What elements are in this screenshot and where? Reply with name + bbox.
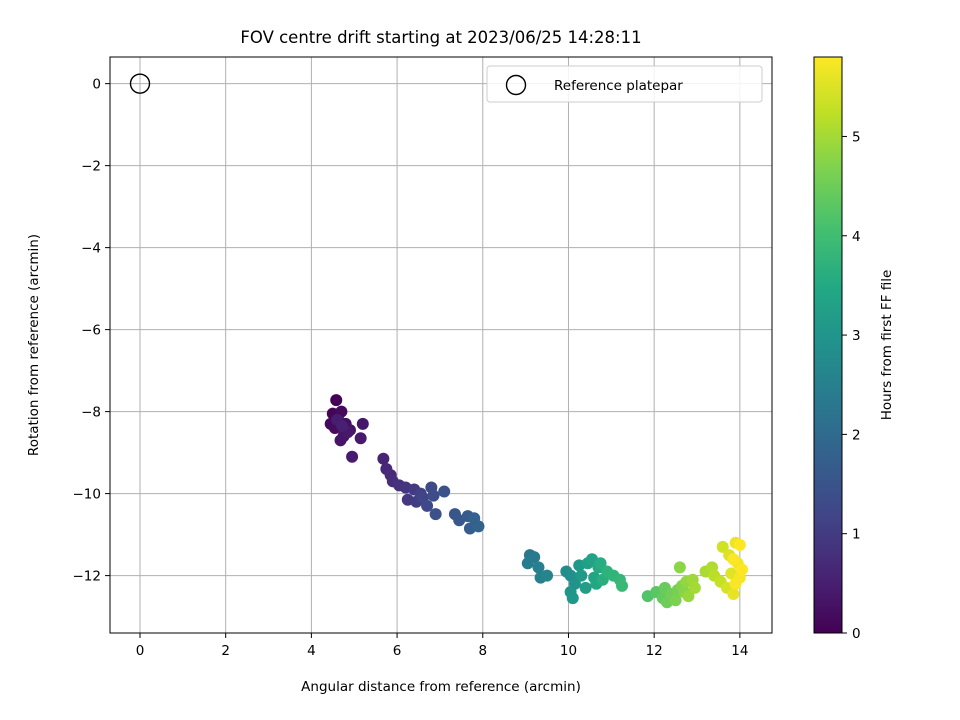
- data-point: [733, 538, 746, 551]
- data-point: [566, 592, 579, 605]
- data-point: [727, 588, 740, 601]
- data-point: [673, 561, 686, 574]
- x-axis-ticks: 0 2 4 6 8 10 12 14: [136, 633, 748, 659]
- data-point: [729, 577, 742, 590]
- y-tick-label: 0: [92, 77, 101, 93]
- x-tick-label: 4: [307, 643, 316, 659]
- data-point: [334, 434, 347, 447]
- colorbar-ticks: 0 1 2 3 4 5: [842, 129, 861, 642]
- data-point: [594, 557, 607, 570]
- reference-marker: [129, 73, 151, 94]
- y-tick-label: −12: [73, 569, 102, 585]
- colorbar-tick-label: 5: [852, 129, 861, 145]
- legend: Reference platepar: [486, 65, 763, 103]
- legend-box: [486, 65, 763, 103]
- data-point: [330, 394, 343, 407]
- x-axis-label: Angular distance from reference (arcmin): [301, 679, 581, 695]
- y-tick-label: −4: [81, 241, 101, 257]
- data-point: [616, 579, 629, 592]
- chart-title: FOV centre drift starting at 2023/06/25 …: [240, 28, 641, 47]
- x-tick-label: 14: [731, 643, 748, 659]
- y-axis-ticks: 0 −2 −4 −6 −8 −10 −12: [73, 77, 110, 585]
- data-point: [346, 450, 359, 463]
- x-tick-label: 8: [478, 643, 487, 659]
- data-point: [716, 540, 729, 553]
- colorbar-gradient: [813, 56, 843, 634]
- legend-reference-marker: [505, 74, 527, 96]
- y-tick-label: −6: [81, 323, 101, 339]
- colorbar-tick-label: 1: [852, 527, 861, 543]
- colorbar: 0 1 2 3 4 5 Hours from first FF file: [813, 56, 895, 642]
- plot-frame: [109, 56, 773, 634]
- x-tick-label: 0: [136, 643, 145, 659]
- data-point: [541, 569, 554, 582]
- y-axis-label: Rotation from reference (arcmin): [26, 234, 42, 456]
- data-point: [438, 485, 451, 498]
- data-point: [521, 557, 534, 570]
- data-points: [324, 394, 749, 609]
- data-point: [429, 508, 442, 521]
- x-tick-label: 2: [221, 643, 230, 659]
- x-tick-label: 6: [393, 643, 402, 659]
- legend-label-reference-platepar: Reference platepar: [554, 78, 683, 94]
- colorbar-tick-label: 2: [852, 427, 861, 443]
- data-point: [575, 569, 588, 582]
- data-point: [354, 432, 367, 445]
- y-tick-label: −8: [81, 405, 101, 421]
- data-point: [727, 553, 740, 566]
- y-tick-label: −2: [81, 159, 101, 175]
- reference-platepar-marker: [129, 73, 151, 94]
- data-point: [669, 594, 682, 607]
- x-tick-label: 12: [646, 643, 663, 659]
- data-point: [427, 489, 440, 502]
- data-point: [421, 499, 434, 512]
- data-point: [736, 563, 749, 576]
- x-tick-label: 10: [560, 643, 577, 659]
- colorbar-label: Hours from first FF file: [879, 270, 895, 421]
- data-point: [336, 419, 349, 432]
- colorbar-tick-label: 3: [852, 328, 861, 344]
- data-point: [377, 452, 390, 465]
- colorbar-tick-label: 4: [852, 229, 861, 245]
- data-point: [682, 590, 695, 603]
- data-point: [532, 561, 545, 574]
- data-point: [688, 581, 701, 594]
- y-tick-label: −10: [73, 487, 102, 503]
- data-point: [579, 581, 592, 594]
- data-point: [356, 417, 369, 430]
- data-point: [472, 520, 485, 533]
- colorbar-tick-label: 0: [852, 626, 861, 642]
